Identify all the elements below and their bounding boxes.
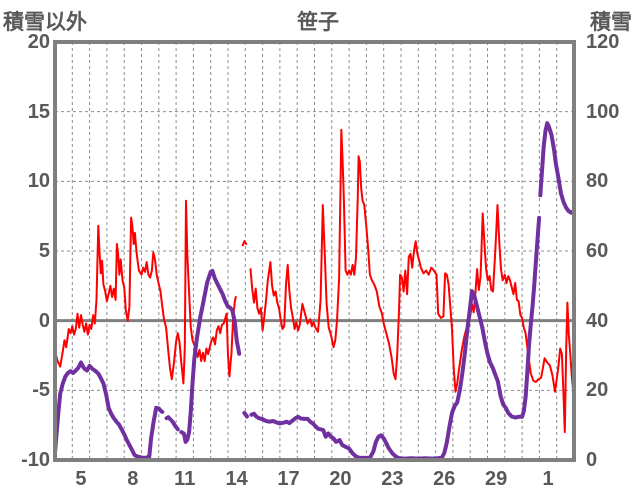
left-axis-tick: 0	[38, 309, 50, 332]
left-axis-title: 積雪以外	[3, 11, 87, 34]
right-axis-tick: 100	[586, 100, 620, 123]
x-axis-tick: 5	[75, 468, 87, 490]
x-axis-tick: 29	[485, 468, 508, 490]
left-axis-tick: 15	[27, 100, 50, 123]
right-axis-tick: 0	[586, 449, 598, 471]
snow-depth-line	[53, 360, 165, 460]
snow-depth-line	[164, 415, 173, 422]
x-axis-tick: 23	[381, 468, 404, 490]
right-axis-tick: 40	[586, 309, 609, 332]
temperature-non-snow-line	[54, 199, 237, 385]
left-axis-tick: -10	[21, 449, 50, 471]
x-axis-tick: 26	[433, 468, 456, 490]
right-axis-tick: 120	[586, 31, 620, 53]
snow-depth-line	[242, 411, 249, 419]
left-axis-tick: 10	[27, 170, 50, 193]
snow-depth-line	[170, 419, 180, 432]
snow-depth-line	[249, 215, 542, 461]
x-axis-tick: 14	[225, 468, 248, 490]
right-axis-tick: 80	[586, 170, 609, 193]
left-axis-tick: 20	[27, 31, 50, 53]
left-axis-tick: -5	[32, 379, 50, 402]
temperature-non-snow-line	[241, 240, 248, 247]
chart-title: 笹子	[297, 11, 339, 34]
snow-depth-line	[538, 121, 576, 215]
temperature-non-snow-line	[249, 128, 575, 434]
right-axis-tick: 20	[586, 379, 609, 402]
x-axis-tick: 8	[127, 468, 139, 490]
right-axis-title: 積雪	[590, 11, 632, 34]
x-axis-tick: 1	[542, 468, 554, 490]
plot-frame	[53, 40, 576, 462]
x-axis-tick: 20	[329, 468, 352, 490]
left-axis-tick: 5	[38, 240, 50, 262]
right-axis-tick: 60	[586, 240, 609, 262]
x-axis-tick: 11	[174, 468, 196, 490]
x-axis-tick: 17	[277, 468, 300, 490]
snow-depth-line	[179, 268, 242, 444]
